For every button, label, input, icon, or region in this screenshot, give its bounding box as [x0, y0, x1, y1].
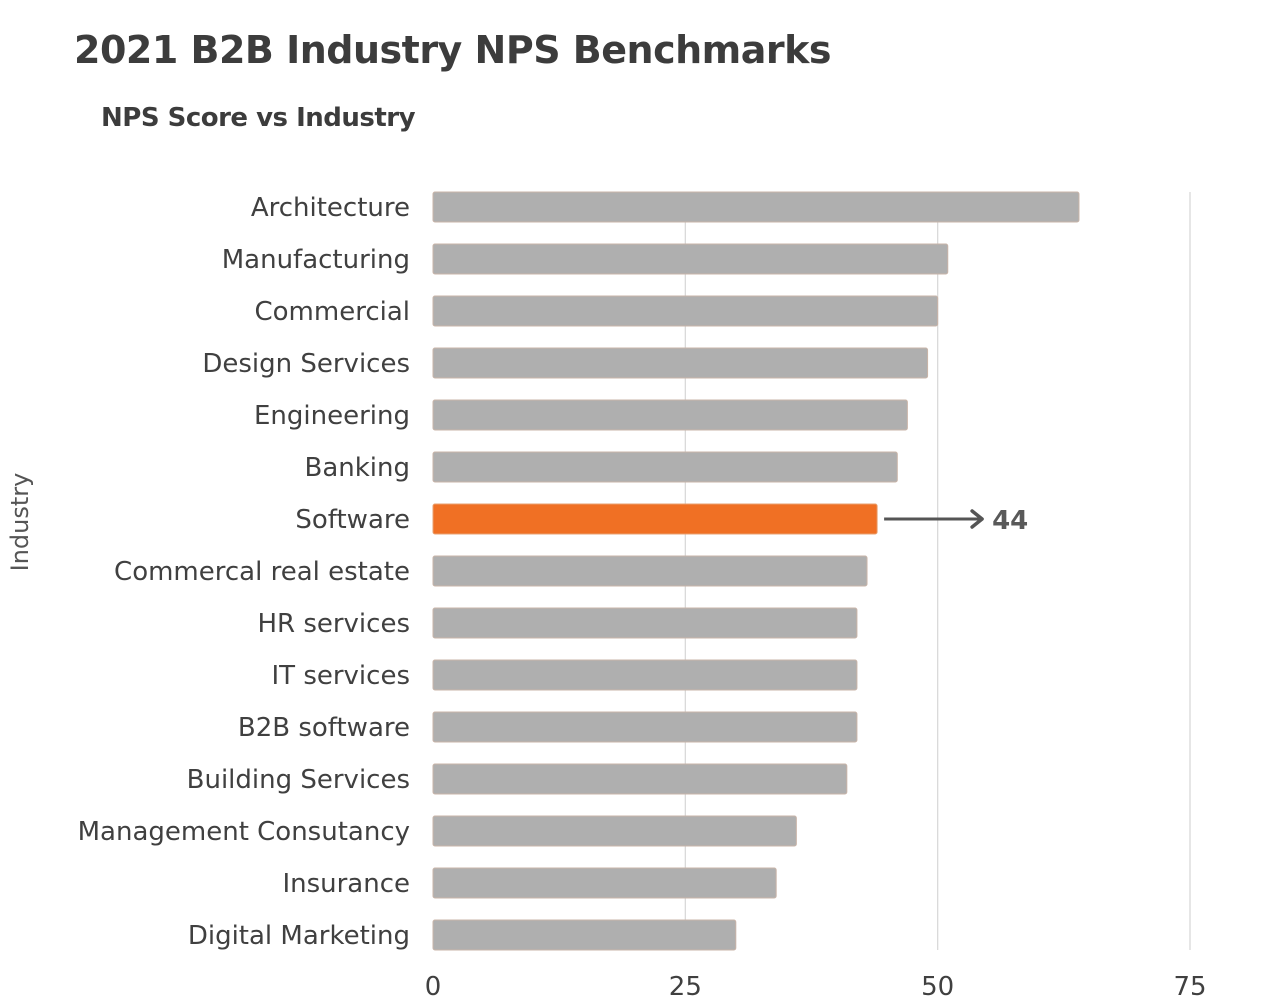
category-label: Architecture	[251, 193, 410, 223]
annotation-label: 44	[992, 506, 1028, 536]
bar-digital-marketing	[432, 919, 737, 951]
bar-banking	[432, 451, 898, 483]
bar-commercal-real-estate	[432, 555, 868, 587]
bar-building-services	[432, 763, 848, 795]
category-label: Manufacturing	[222, 245, 410, 275]
bar-architecture	[432, 191, 1080, 223]
x-tick-label: 0	[425, 972, 442, 1000]
category-label: Banking	[304, 453, 410, 483]
category-label: HR services	[257, 609, 410, 639]
category-label: Digital Marketing	[188, 921, 410, 951]
bar-management-consutancy	[432, 815, 797, 847]
chart-subtitle: NPS Score vs Industry	[101, 103, 416, 133]
category-label: Design Services	[202, 349, 410, 379]
arrow-right-icon	[970, 509, 984, 529]
bar-manufacturing	[432, 243, 949, 275]
x-tick-label: 75	[1173, 972, 1206, 1000]
chart-title: 2021 B2B Industry NPS Benchmarks	[74, 28, 832, 72]
bar-insurance	[432, 867, 777, 899]
bar-design-services	[432, 347, 929, 379]
x-tick-label: 50	[921, 972, 954, 1000]
category-labels: Architecture Manufacturing Commercial Desig…	[78, 193, 410, 951]
category-label: B2B software	[238, 713, 410, 743]
bar-software	[432, 503, 878, 535]
bar-b2b-software	[432, 711, 858, 743]
bars	[432, 191, 1080, 951]
bar-commercial	[432, 295, 939, 327]
x-tick-label: 25	[669, 972, 702, 1000]
category-label: Software	[295, 505, 410, 535]
bar-engineering	[432, 399, 908, 431]
category-label: Management Consutancy	[78, 817, 410, 847]
category-label: Commercal real estate	[114, 557, 410, 587]
category-label: Insurance	[282, 869, 410, 899]
x-tick-labels: 0 25 50 75	[425, 972, 1207, 1000]
category-label: Commercial	[254, 297, 410, 327]
bar-it-services	[432, 659, 858, 691]
category-label: Building Services	[187, 765, 410, 795]
annotation: 44	[884, 506, 1028, 536]
bar-hr-services	[432, 607, 858, 639]
category-label: IT services	[272, 661, 411, 691]
category-label: Engineering	[254, 401, 410, 431]
